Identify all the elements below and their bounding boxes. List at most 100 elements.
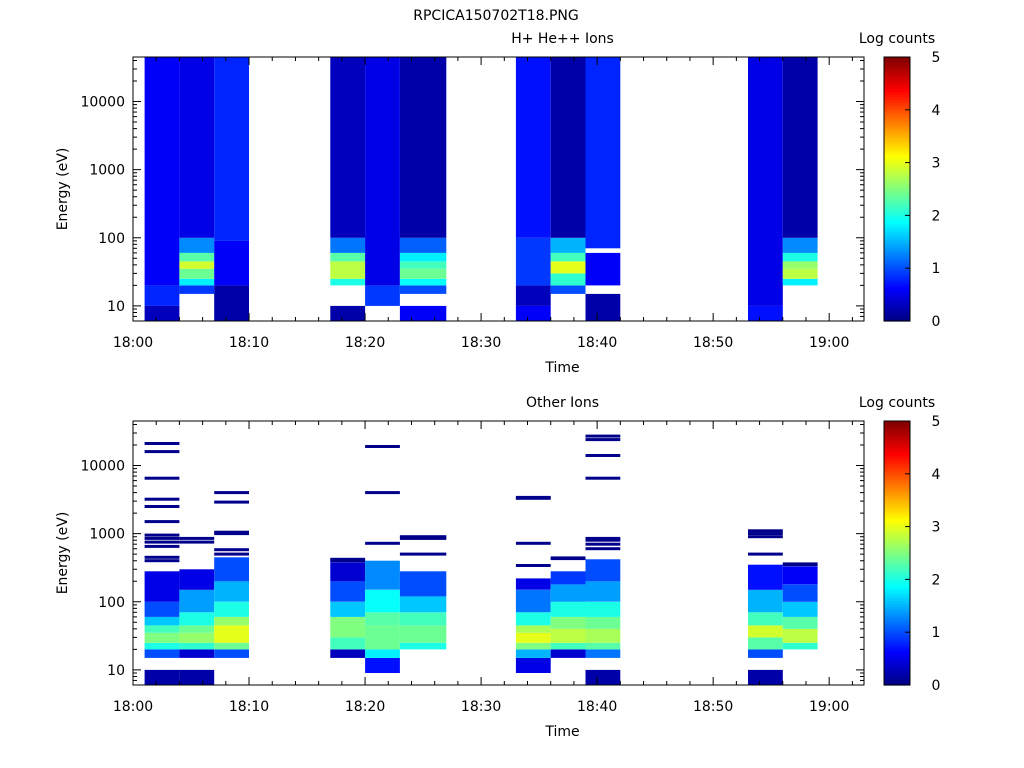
colorbar-segment [884, 123, 910, 127]
colorbar-segment [884, 426, 910, 430]
colorbar-segment [884, 455, 910, 459]
heatmap-cell [144, 625, 180, 633]
count-line [144, 497, 180, 501]
heatmap-cell [179, 237, 215, 253]
colorbar-segment [884, 291, 910, 296]
heatmap-cell [782, 584, 818, 602]
heatmap-cell [399, 625, 447, 643]
heatmap-cell [782, 566, 818, 585]
colorbar-segment [884, 479, 910, 483]
heatmap-cell [330, 252, 366, 262]
colorbar-segment [884, 505, 910, 509]
colorbar-frame [883, 56, 911, 322]
colorbar-segment [884, 144, 910, 148]
heatmap-cell [179, 57, 215, 238]
colorbar-segment [884, 442, 910, 446]
colorbar-segment [884, 189, 910, 193]
colorbar-segment [884, 244, 910, 248]
colorbar-segment [884, 674, 910, 678]
count-line [214, 491, 249, 495]
colorbar-segment [884, 423, 910, 427]
colorbar-segment [884, 239, 910, 243]
colorbar-segment [884, 57, 910, 61]
heatmap-cell [214, 601, 249, 617]
colorbar-segment [884, 529, 910, 533]
colorbar-segment [884, 196, 910, 201]
heatmap-cell [550, 649, 586, 658]
colorbar-segment [884, 225, 910, 230]
colorbar-segment [884, 276, 910, 280]
colorbar-segment [884, 112, 910, 116]
colorbar-segment [884, 318, 910, 322]
colorbar-segment [884, 619, 910, 623]
colorbar-segment [884, 608, 910, 612]
x-tick-label: 18:40 [577, 699, 617, 715]
heatmap-cell [179, 261, 215, 269]
colorbar-segment [884, 62, 910, 66]
heatmap-cell [515, 632, 551, 643]
panel-h-he-ions: 18:00 18:10 18:20 18:30 18:40 18:50 19:0010100… [55, 31, 941, 376]
count-line [144, 533, 180, 537]
count-line [585, 454, 621, 457]
colorbar-segment [884, 600, 910, 604]
heatmap-cell [585, 601, 621, 617]
count-line [214, 500, 249, 504]
count-line [515, 564, 551, 567]
count-line [330, 559, 366, 563]
colorbar-segment [884, 589, 910, 594]
x-tick-label: 18:30 [461, 699, 501, 715]
heatmap-cell [214, 285, 249, 321]
panel-title: H+ He++ Ions [511, 31, 614, 47]
colorbar-segment [884, 460, 910, 464]
colorbar-segment [884, 67, 910, 71]
heatmap-cell [179, 632, 215, 643]
colorbar-segment [884, 223, 910, 227]
colorbar-segment [884, 568, 910, 573]
heatmap-cell [515, 625, 551, 633]
colorbar-segment [884, 603, 910, 607]
colorbar-segment [884, 516, 910, 520]
colorbar-segment [884, 72, 910, 77]
colorbar-segment [884, 531, 910, 536]
colorbar-segment [884, 605, 910, 610]
colorbar-segment [884, 494, 910, 499]
count-line [585, 434, 621, 438]
colorbar-segment [884, 191, 910, 195]
count-line [179, 536, 215, 540]
colorbar-tick-label: 1 [932, 625, 941, 641]
heatmap-cell [782, 268, 818, 279]
heatmap-cell [214, 557, 249, 582]
heatmap-cell [144, 669, 180, 685]
count-line [515, 496, 551, 500]
colorbar-segment [884, 183, 910, 187]
count-line [214, 552, 249, 556]
heatmap-cell [399, 278, 447, 286]
heatmap-cell [144, 571, 180, 602]
colorbar-segment [884, 302, 910, 306]
heatmap-cell [585, 252, 621, 286]
heatmap-cell [144, 601, 180, 617]
colorbar-segment [884, 315, 910, 319]
heatmap-cell [330, 57, 366, 238]
colorbar-segment [884, 70, 910, 74]
heatmap-cell [214, 625, 249, 643]
colorbar-tick-label: 0 [932, 314, 941, 330]
colorbar-tick-label: 2 [932, 208, 941, 224]
colorbar-segment [884, 64, 910, 69]
colorbar-segment [884, 59, 910, 63]
count-line [365, 445, 400, 448]
colorbar-segment [884, 447, 910, 451]
heatmap-cell [179, 252, 215, 262]
heatmap-cell [144, 632, 180, 643]
colorbar-segment [884, 294, 910, 298]
colorbar-segment [884, 553, 910, 557]
colorbar-segment [884, 582, 910, 586]
colorbar-segment [884, 497, 910, 501]
heatmap-cell [214, 57, 249, 241]
colorbar-segment [884, 241, 910, 246]
heatmap-cell [144, 285, 180, 306]
colorbar-segment [884, 476, 910, 480]
colorbar-segment [884, 262, 910, 267]
heatmap-cell [585, 616, 621, 629]
colorbar-segment [884, 109, 910, 114]
